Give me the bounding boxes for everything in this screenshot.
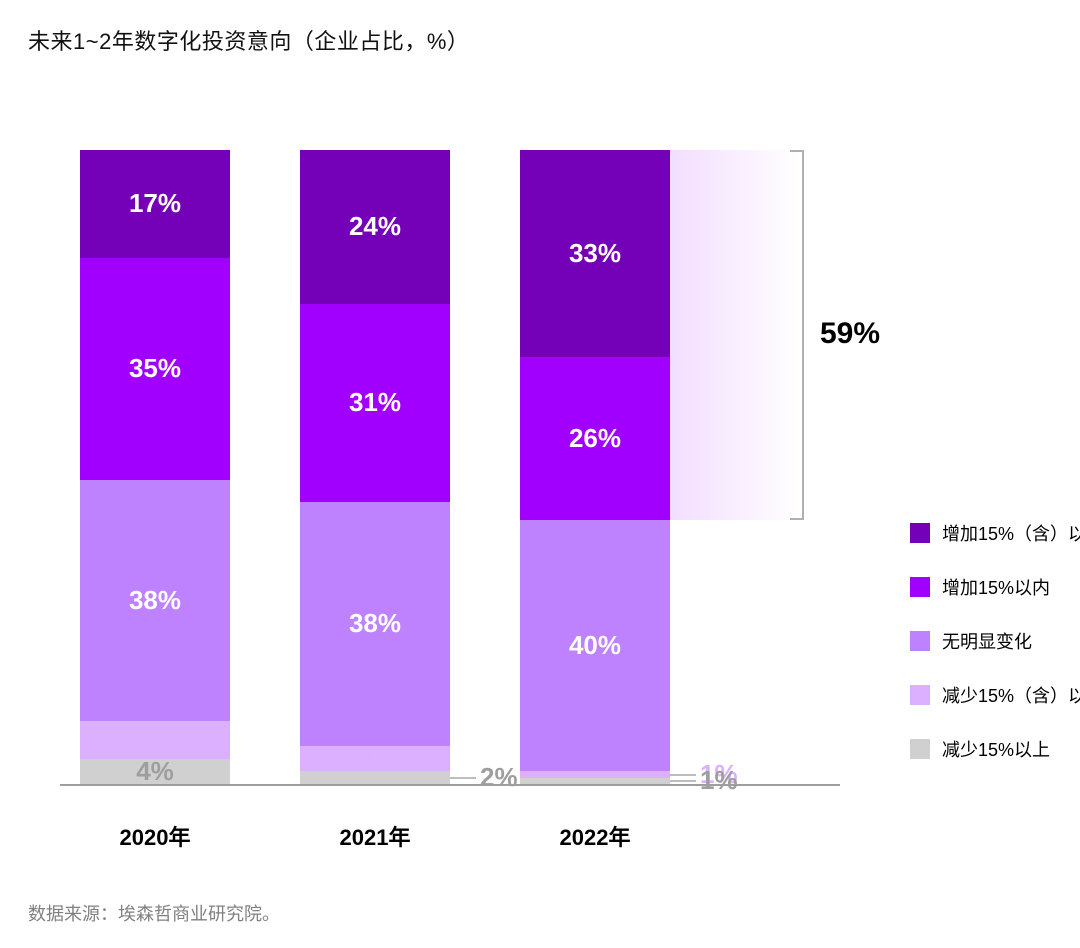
legend-item-dec15plus: 减少15%以上 <box>910 736 1080 762</box>
x-axis-label: 2022年 <box>520 820 670 852</box>
segment-value-label: 26% <box>569 423 621 454</box>
callout-label: 1% <box>700 765 738 796</box>
legend: 增加15%（含）以上增加15%以内无明显变化减少15%（含）以内减少15%以上 <box>910 520 1080 790</box>
legend-label: 减少15%以上 <box>942 736 1050 762</box>
bar-column: 33% 26% 40% <box>520 150 670 784</box>
callout-label: 2% <box>480 762 518 793</box>
segment-value-label: 40% <box>569 630 621 661</box>
legend-label: 减少15%（含）以内 <box>942 682 1080 708</box>
legend-swatch <box>910 739 930 759</box>
bar-segment-dec15: 6% <box>80 721 230 759</box>
legend-label: 增加15%以内 <box>942 574 1050 600</box>
callout-leader <box>670 780 696 782</box>
bar-segment-inc15: 26% <box>520 357 670 520</box>
segment-value-label: 31% <box>349 387 401 418</box>
legend-item-inc15plus: 增加15%（含）以上 <box>910 520 1080 546</box>
legend-swatch <box>910 685 930 705</box>
bar-segment-dec15: 4% <box>300 746 450 772</box>
bar-segment-nochange: 38% <box>300 502 450 745</box>
legend-item-nochange: 无明显变化 <box>910 628 1080 654</box>
segment-value-label: 33% <box>569 238 621 269</box>
plot-area: 17%35%38%6%4%24%31%38%4%33%26%40% 2%1%1%… <box>60 150 840 786</box>
x-axis-labels: 2020年 2021年 2022年 <box>60 820 840 860</box>
bar-segment-dec15plus <box>300 771 450 784</box>
bar-segment-inc15: 35% <box>80 258 230 480</box>
bracket <box>802 150 804 520</box>
callout-leader <box>450 777 476 779</box>
segment-value-label: 24% <box>349 211 401 242</box>
legend-label: 增加15%（含）以上 <box>942 520 1080 546</box>
bar-segment-inc15plus: 24% <box>300 150 450 304</box>
segment-value-label: 6% <box>136 724 174 755</box>
bracket-gradient <box>670 150 800 520</box>
legend-swatch <box>910 577 930 597</box>
bar-column: 17% 35% 38% 6%4% <box>80 150 230 784</box>
bar-column: 24% 31% 38% 4% <box>300 150 450 784</box>
callout-leader <box>670 774 696 776</box>
legend-item-dec15: 减少15%（含）以内 <box>910 682 1080 708</box>
bar-segment-nochange: 40% <box>520 520 670 771</box>
legend-swatch <box>910 523 930 543</box>
chart-title: 未来1~2年数字化投资意向（企业占比，%） <box>28 24 1052 56</box>
segment-value-label: 38% <box>349 608 401 639</box>
segment-value-label: 4% <box>136 756 174 787</box>
segment-value-label: 4% <box>356 743 394 774</box>
x-axis-label: 2021年 <box>300 820 450 852</box>
segment-value-label: 35% <box>129 353 181 384</box>
chart-area: 17%35%38%6%4%24%31%38%4%33%26%40% 2%1%1%… <box>60 150 1020 850</box>
legend-swatch <box>910 631 930 651</box>
bar-segment-nochange: 38% <box>80 480 230 721</box>
bar-segment-inc15plus: 33% <box>520 150 670 357</box>
bar-segment-inc15: 31% <box>300 304 450 503</box>
source-note: 数据来源：埃森哲商业研究院。 <box>28 900 280 926</box>
bracket-label: 59% <box>820 317 880 351</box>
segment-value-label: 17% <box>129 188 181 219</box>
bar-segment-dec15plus <box>520 778 670 784</box>
legend-label: 无明显变化 <box>942 628 1032 654</box>
segment-value-label: 38% <box>129 585 181 616</box>
legend-item-inc15: 增加15%以内 <box>910 574 1080 600</box>
bar-segment-dec15plus: 4% <box>80 759 230 784</box>
bar-segment-inc15plus: 17% <box>80 150 230 258</box>
x-axis-label: 2020年 <box>80 820 230 852</box>
